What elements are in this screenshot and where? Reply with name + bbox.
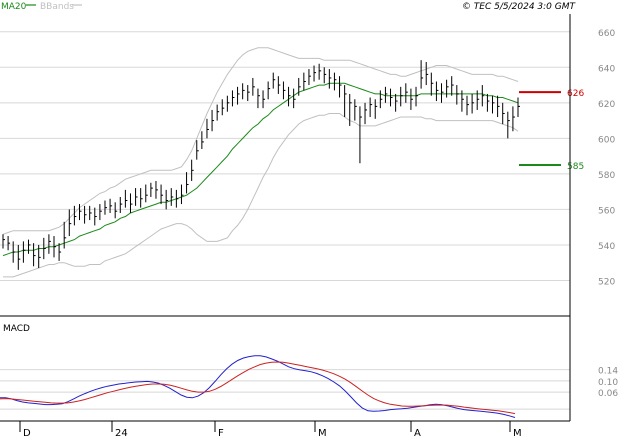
price-tick-label: 600 — [598, 135, 615, 145]
tick-labels: 520 540 560 580 600 620 640 660 0.060.100.14 D 24 F… — [23, 29, 618, 439]
macd-tick-label: 0.06 — [598, 389, 618, 399]
support-resistance-levels: 626 585 — [519, 89, 584, 172]
bband-lower — [3, 113, 519, 278]
macd-tick-label: 0.14 — [598, 367, 618, 377]
ma20-line — [2, 82, 519, 257]
macd-tick-label: 0.10 — [598, 378, 618, 388]
axes — [0, 14, 571, 432]
x-tick-label: 24 — [115, 428, 128, 439]
macd-series-macd — [0, 355, 516, 418]
bollinger-bands — [2, 47, 519, 278]
resistance-level-label: 626 — [567, 89, 584, 99]
price-bars — [2, 60, 520, 270]
ma20-path — [2, 82, 519, 257]
price-tick-label: 560 — [598, 206, 615, 216]
x-tick-label: A — [414, 428, 421, 439]
legend-ma20: MA20 — [1, 2, 27, 12]
macd-gridlines — [0, 369, 570, 410]
x-tick-label: D — [23, 428, 31, 439]
price-tick-label: 640 — [598, 64, 615, 74]
bband-upper — [2, 47, 519, 235]
support-level-label: 585 — [567, 162, 584, 172]
price-tick-label: 660 — [598, 29, 615, 39]
macd-lines — [0, 355, 516, 418]
price-gridlines — [0, 31, 570, 281]
price-tick-label: 620 — [598, 100, 615, 110]
x-tick-label: F — [218, 428, 224, 439]
macd-series-signal — [0, 361, 516, 415]
x-tick-label: M — [318, 428, 327, 439]
legend-bbands: BBands — [40, 2, 74, 12]
macd-title: MACD — [3, 324, 30, 334]
price-tick-label: 540 — [598, 242, 615, 252]
copyright-text: © TEC 5/5/2024 3:0 GMT — [462, 2, 577, 12]
price-tick-label: 520 — [598, 277, 615, 287]
x-tick-label: M — [513, 428, 522, 439]
price-tick-label: 580 — [598, 171, 615, 181]
